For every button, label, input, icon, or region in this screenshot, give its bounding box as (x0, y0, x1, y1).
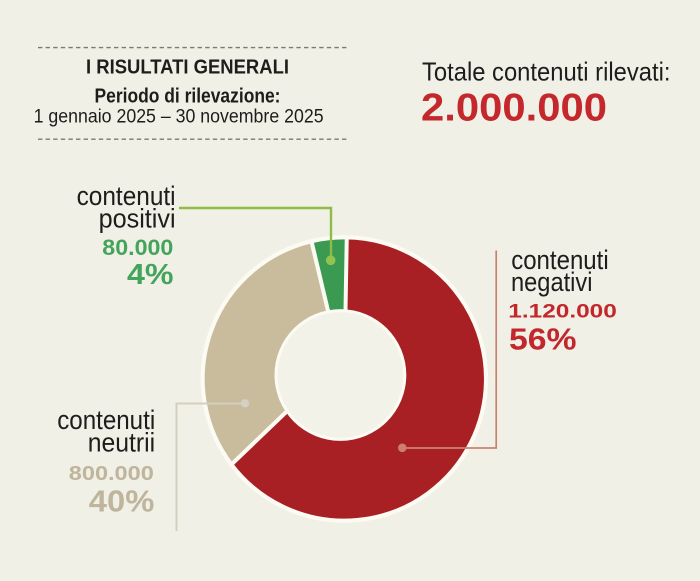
svg-text:2.000.000: 2.000.000 (421, 87, 607, 130)
svg-text:neutrii: neutrii (88, 428, 156, 458)
svg-text:40%: 40% (89, 483, 155, 518)
svg-text:Totale contenuti rilevati:: Totale contenuti rilevati: (422, 57, 671, 87)
svg-text:I RISULTATI GENERALI: I RISULTATI GENERALI (86, 56, 289, 78)
svg-text:4%: 4% (127, 259, 174, 291)
svg-text:contenuti: contenuti (57, 405, 155, 435)
svg-text:positivi: positivi (99, 204, 176, 234)
svg-text:800.000: 800.000 (69, 463, 154, 485)
svg-text:Periodo di rilevazione:: Periodo di rilevazione: (95, 86, 281, 108)
svg-text:56%: 56% (509, 321, 577, 356)
svg-text:negativi: negativi (511, 267, 593, 297)
svg-text:80.000: 80.000 (102, 235, 173, 260)
svg-text:contenuti: contenuti (511, 245, 609, 275)
svg-text:1.120.000: 1.120.000 (508, 302, 617, 323)
svg-text:contenuti: contenuti (77, 181, 176, 211)
svg-text:1 gennaio 2025 – 30 novembre 2: 1 gennaio 2025 – 30 novembre 2025 (34, 106, 324, 127)
